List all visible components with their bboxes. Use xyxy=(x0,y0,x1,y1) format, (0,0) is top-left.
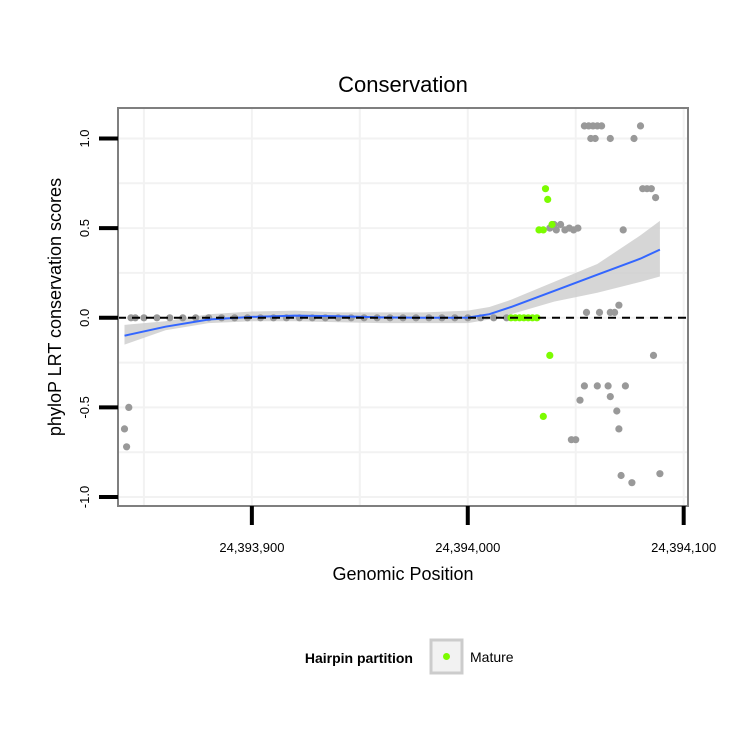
data-point-other xyxy=(606,393,614,401)
data-point-mature xyxy=(544,195,552,203)
data-point-other xyxy=(120,425,129,433)
data-point-other xyxy=(652,194,660,202)
data-point-other xyxy=(576,396,584,404)
data-point-other xyxy=(574,224,582,232)
data-point-other xyxy=(582,308,591,316)
data-point-other xyxy=(613,407,621,415)
legend-title: Hairpin partition xyxy=(305,650,413,666)
data-point-other xyxy=(572,436,580,444)
data-point-other xyxy=(591,134,599,143)
data-point-other xyxy=(604,382,612,390)
data-point-other xyxy=(580,382,589,390)
x-axis: 24,393,900 24,394,000 24,394,100 xyxy=(219,506,716,555)
x-tick-label: 24,394,100 xyxy=(651,540,716,555)
data-point-other xyxy=(179,314,187,322)
data-point-other xyxy=(615,301,623,309)
legend: Hairpin partition Mature xyxy=(305,638,514,675)
data-point-other xyxy=(123,443,131,451)
confidence-band xyxy=(124,220,660,345)
data-point-other xyxy=(656,470,664,478)
x-tick-label: 24,394,000 xyxy=(435,540,500,555)
data-point-other xyxy=(595,308,604,316)
data-point-mature xyxy=(548,220,556,229)
chart-title: Conservation xyxy=(338,72,468,97)
y-tick-label: 0.0 xyxy=(77,309,92,327)
panel-background xyxy=(118,108,688,506)
x-tick-label: 24,393,900 xyxy=(219,540,284,555)
data-point-other xyxy=(617,471,625,480)
data-point-other xyxy=(628,479,636,487)
data-point-other xyxy=(611,308,619,316)
panel-border xyxy=(117,107,689,507)
data-point-mature xyxy=(541,185,550,193)
data-point-other xyxy=(630,134,638,143)
legend-key-mature-dot xyxy=(443,653,450,660)
data-point-other xyxy=(140,314,148,322)
y-tick-label: -0.5 xyxy=(77,396,92,418)
data-point-other xyxy=(636,122,645,130)
data-point-other xyxy=(647,185,655,193)
y-axis: -1.0 -0.5 0.0 0.5 1.0 xyxy=(77,129,118,508)
data-point-other xyxy=(552,226,560,234)
data-point-other xyxy=(557,220,565,229)
data-point-other xyxy=(621,382,630,390)
data-point-other xyxy=(153,314,161,322)
data-point-other xyxy=(615,425,623,433)
y-tick-label: -1.0 xyxy=(77,486,92,508)
legend-label-mature: Mature xyxy=(470,649,514,665)
y-tick-label: 0.5 xyxy=(77,219,92,237)
data-point-other xyxy=(593,382,601,390)
y-axis-label: phyloP LRT conservation scores xyxy=(45,178,65,436)
data-point-other xyxy=(490,314,498,322)
data-point-mature xyxy=(533,314,541,322)
data-point-other xyxy=(649,351,658,359)
data-point-other xyxy=(125,403,133,411)
confidence-band-layer xyxy=(124,220,660,345)
data-point-other xyxy=(619,226,627,234)
data-point-mature xyxy=(539,412,547,420)
data-point-other xyxy=(606,134,614,143)
y-tick-label: 1.0 xyxy=(77,129,92,147)
data-point-mature xyxy=(539,226,547,234)
x-axis-label: Genomic Position xyxy=(332,564,473,584)
data-point-other xyxy=(166,314,174,322)
data-point-mature xyxy=(546,351,554,359)
grid-lines xyxy=(118,108,688,506)
plot-panel xyxy=(117,107,689,507)
data-point-other xyxy=(598,122,606,130)
points-layer xyxy=(120,122,664,487)
